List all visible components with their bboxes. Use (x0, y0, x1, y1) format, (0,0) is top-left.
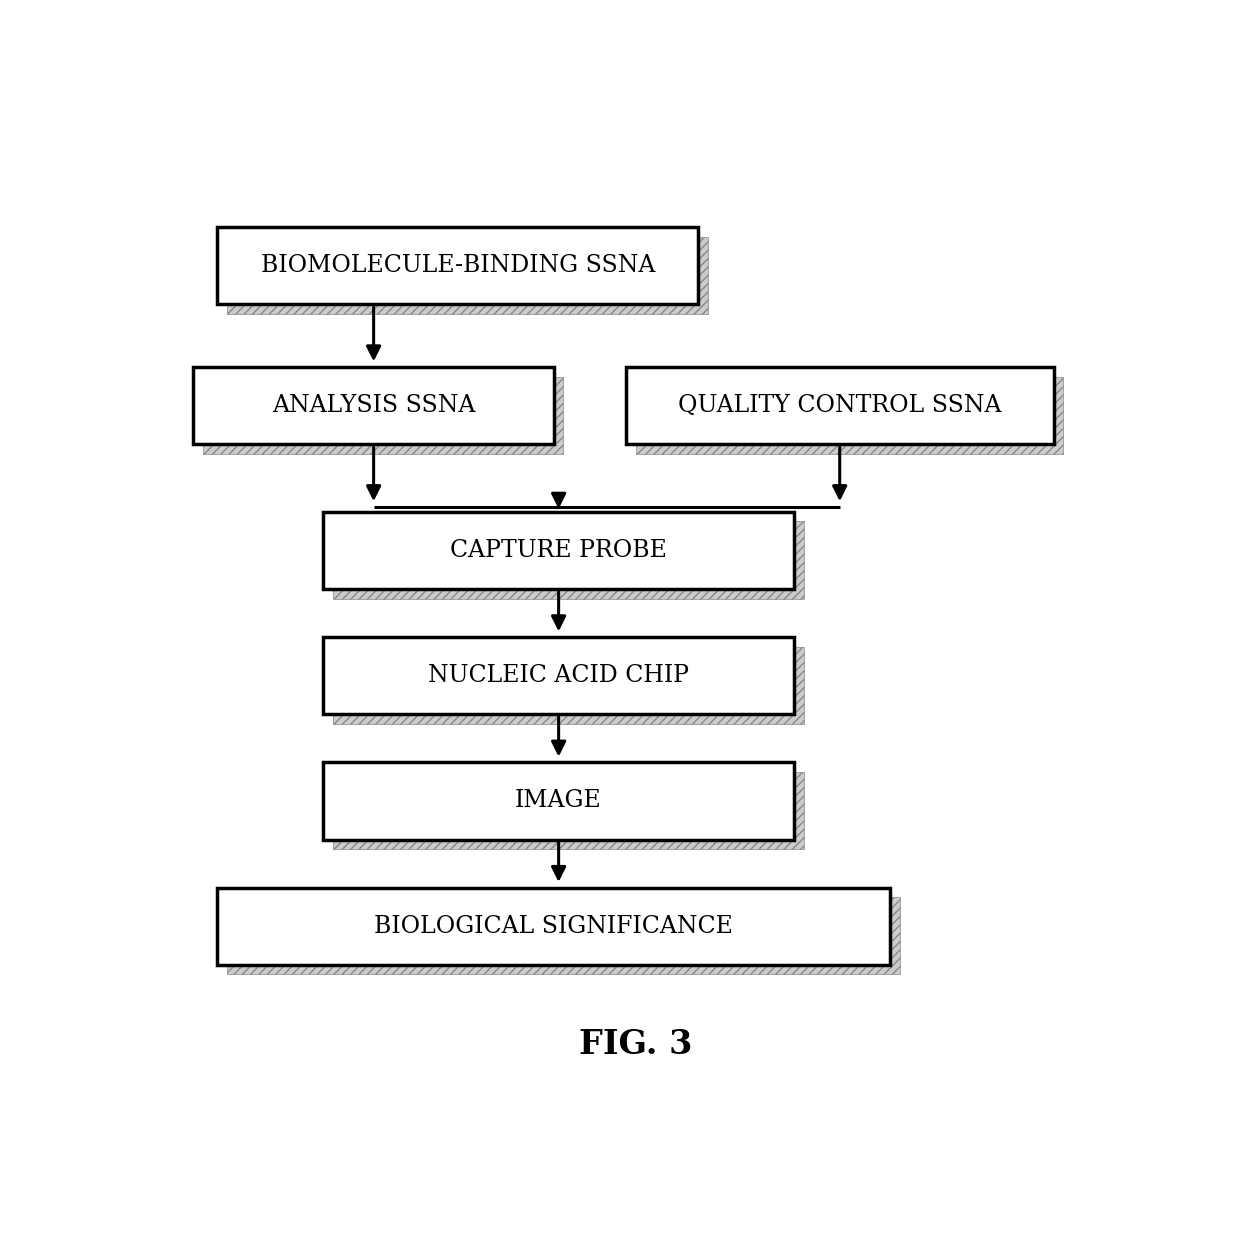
Bar (217, 228, 698, 304)
Bar (193, 367, 554, 444)
Text: QUALITY CONTROL SSNA: QUALITY CONTROL SSNA (678, 394, 1002, 417)
Text: NUCLEIC ACID CHIP: NUCLEIC ACID CHIP (428, 664, 689, 687)
Text: ANALYSIS SSNA: ANALYSIS SSNA (272, 394, 475, 417)
Bar (227, 237, 708, 314)
Bar (227, 898, 900, 974)
Bar (332, 772, 804, 849)
Bar (332, 521, 804, 598)
Bar (332, 647, 804, 724)
Text: CAPTURE PROBE: CAPTURE PROBE (450, 538, 667, 562)
Bar (635, 377, 1063, 454)
Bar (324, 762, 794, 840)
Bar (324, 512, 794, 588)
Text: BIOMOLECULE-BINDING SSNA: BIOMOLECULE-BINDING SSNA (260, 254, 655, 278)
Bar (217, 888, 890, 965)
Bar (203, 377, 563, 454)
Bar (324, 637, 794, 714)
Bar (626, 367, 1054, 444)
Text: IMAGE: IMAGE (516, 790, 601, 813)
Text: BIOLOGICAL SIGNIFICANCE: BIOLOGICAL SIGNIFICANCE (374, 915, 733, 938)
Text: FIG. 3: FIG. 3 (579, 1028, 692, 1062)
